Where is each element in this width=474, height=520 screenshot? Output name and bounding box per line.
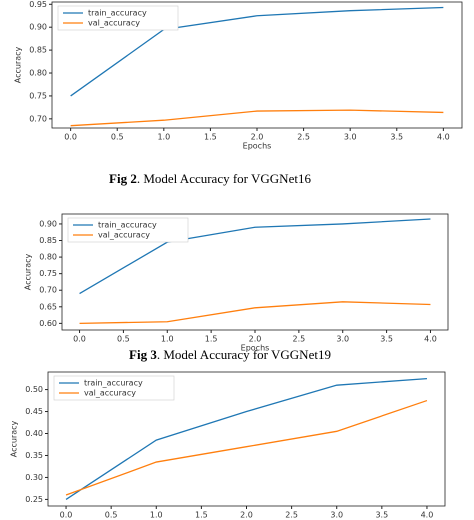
legend-label: val_accuracy	[88, 19, 140, 28]
y-tick-label: 0.45	[25, 407, 43, 416]
x-tick-label: 2.5	[292, 335, 305, 344]
x-tick-label: 2.0	[249, 335, 262, 344]
x-tick-label: 2.5	[285, 511, 298, 520]
legend-box	[67, 217, 189, 243]
y-tick-label: 0.35	[25, 451, 43, 460]
line-series	[70, 6, 444, 97]
legend-label: train_accuracy	[84, 379, 143, 388]
x-tick-label: 3.0	[330, 511, 343, 520]
y-axis-label: Accuracy	[14, 46, 23, 83]
y-tick-label: 0.90	[39, 219, 57, 228]
legend-label: train_accuracy	[98, 221, 157, 230]
x-tick-label: 0.5	[117, 335, 130, 344]
x-tick-label: 4.0	[424, 335, 437, 344]
x-tick-label: 3.0	[344, 133, 357, 142]
caption-text: . Model Accuracy for VGGNet16	[137, 171, 312, 186]
line-series	[79, 301, 431, 325]
y-tick-label: 0.85	[39, 236, 57, 245]
x-tick-label: 4.0	[437, 133, 450, 142]
legend-label: train_accuracy	[88, 9, 147, 18]
legend-label: val_accuracy	[84, 389, 136, 398]
line-series	[79, 218, 431, 295]
caption-text: . Model Accuracy for VGGNet19	[157, 347, 331, 362]
x-tick-label: 0.5	[105, 511, 118, 520]
legend-box	[57, 5, 179, 31]
x-tick-label: 1.0	[157, 133, 170, 142]
x-tick-label: 3.0	[336, 335, 349, 344]
y-tick-label: 0.70	[29, 114, 47, 123]
x-tick-label: 0.0	[73, 335, 86, 344]
caption-label: Fig 2	[109, 171, 137, 186]
y-axis-label: Accuracy	[24, 253, 33, 290]
y-tick-label: 0.50	[25, 385, 43, 394]
x-tick-label: 1.0	[150, 511, 163, 520]
x-tick-label: 2.5	[297, 133, 310, 142]
x-tick-label: 1.5	[205, 335, 218, 344]
x-axis-label: Epochs	[243, 142, 272, 151]
y-tick-label: 0.75	[39, 269, 57, 278]
x-tick-label: 3.5	[390, 133, 403, 142]
y-tick-label: 0.40	[25, 429, 43, 438]
x-tick-label: 3.5	[375, 511, 388, 520]
y-tick-label: 0.60	[39, 319, 57, 328]
y-tick-label: 0.30	[25, 473, 43, 482]
y-tick-label: 0.75	[29, 91, 47, 100]
caption-label: Fig 3	[129, 347, 157, 362]
y-tick-label: 0.90	[29, 23, 47, 32]
y-axis-label: Accuracy	[10, 420, 19, 457]
x-axis-label: Epochs	[241, 344, 270, 353]
y-tick-label: 0.95	[29, 0, 47, 9]
legend-label: val_accuracy	[98, 231, 150, 240]
line-series	[65, 377, 428, 500]
x-tick-label: 0.5	[111, 133, 124, 142]
y-tick-label: 0.65	[39, 302, 57, 311]
x-tick-label: 4.0	[421, 511, 434, 520]
x-tick-label: 2.0	[251, 133, 264, 142]
line-series	[65, 399, 428, 496]
caption: Fig 2. Model Accuracy for VGGNet16	[109, 171, 311, 186]
caption: Fig 3. Model Accuracy for VGGNet19	[129, 347, 331, 362]
x-tick-label: 1.5	[195, 511, 208, 520]
y-tick-label: 0.85	[29, 46, 47, 55]
x-tick-label: 1.5	[204, 133, 217, 142]
x-tick-label: 2.0	[240, 511, 253, 520]
x-tick-label: 0.0	[64, 133, 77, 142]
line-series	[70, 109, 444, 127]
y-tick-label: 0.70	[39, 286, 57, 295]
x-tick-label: 3.5	[380, 335, 393, 344]
y-tick-label: 0.80	[39, 253, 57, 262]
y-tick-label: 0.80	[29, 69, 47, 78]
x-tick-label: 1.0	[161, 335, 174, 344]
y-tick-label: 0.25	[25, 495, 43, 504]
legend-box	[53, 375, 175, 401]
x-tick-label: 0.0	[60, 511, 73, 520]
